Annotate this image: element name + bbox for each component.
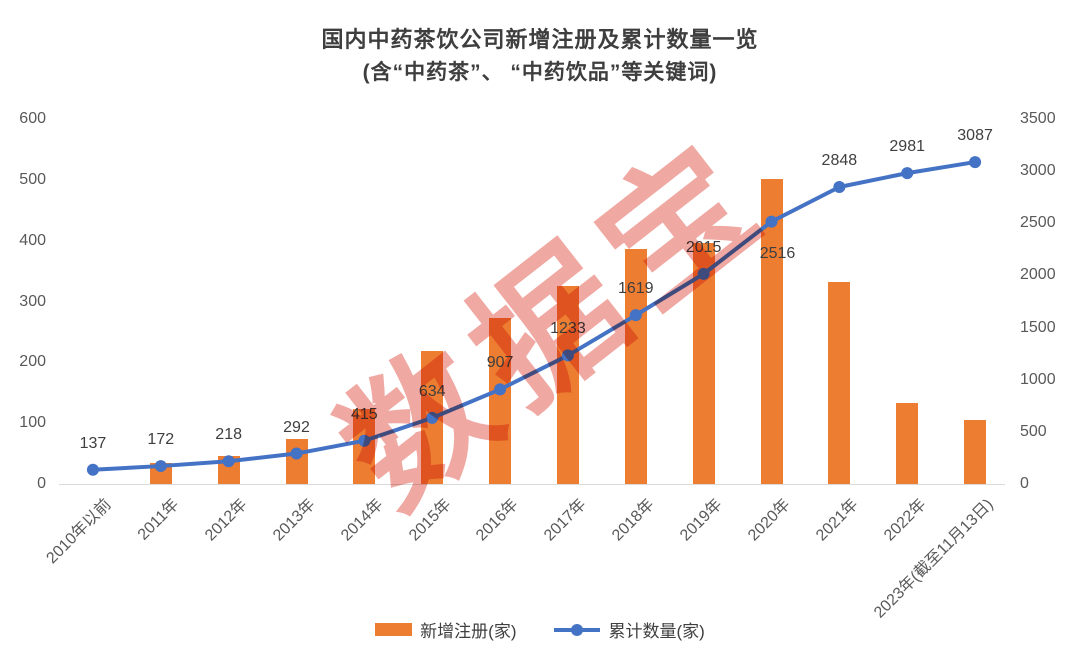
legend-item-new-registrations: 新增注册(家): [375, 617, 517, 642]
x-axis-category-label: 2023年(截至11月13日): [871, 496, 998, 622]
bar-new-registrations: [828, 282, 851, 484]
cumulative-data-label: 415: [350, 405, 378, 423]
x-axis-category-label: 2016年: [473, 496, 523, 545]
left-axis-tick: 200: [19, 353, 46, 371]
right-axis-tick: 1000: [1020, 370, 1056, 388]
bar-new-registrations: [421, 350, 444, 484]
chart-title: 国内中药茶饮公司新增注册及累计数量一览: [321, 27, 759, 52]
data-point-marker: [969, 156, 982, 169]
cumulative-data-label: 907: [486, 354, 514, 372]
bar-new-registrations: [149, 462, 172, 484]
x-axis-category-label: 2018年: [609, 496, 658, 545]
left-axis-tick: 300: [19, 292, 46, 310]
x-axis-line: [59, 484, 1005, 485]
left-axis-tick: 100: [19, 414, 46, 432]
data-point-marker: [833, 180, 846, 193]
x-axis-category-label: 2021年: [812, 496, 862, 545]
bar-new-registrations: [285, 438, 308, 484]
cumulative-data-label: 2015: [685, 238, 722, 256]
legend-label-new-registrations: 新增注册(家): [420, 622, 517, 641]
bar-new-registrations: [896, 403, 919, 484]
bar-new-registrations: [556, 285, 579, 484]
x-axis-category-label: 2015年: [405, 496, 455, 545]
bar-new-registrations: [692, 243, 715, 484]
chart-subtitle: (含“中药茶”、 “中药饮品”等关键词): [362, 61, 718, 84]
cumulative-data-label: 137: [79, 434, 107, 452]
x-axis-category-label: 2014年: [337, 496, 387, 545]
cumulative-data-label: 1233: [550, 320, 586, 338]
bar-new-registrations: [217, 456, 240, 484]
data-point-marker: [86, 463, 99, 476]
bar-new-registrations: [964, 419, 987, 484]
cumulative-data-label: 2981: [889, 138, 925, 156]
left-axis-tick: 500: [19, 170, 46, 188]
x-axis-category-label: 2017年: [541, 496, 590, 545]
cumulative-data-label: 218: [215, 426, 242, 444]
line-swatch-icon: [553, 623, 600, 636]
x-axis-category-label: 2011年: [135, 496, 183, 544]
x-axis-category-label: 2019年: [677, 496, 726, 545]
left-axis-tick: 600: [19, 110, 46, 127]
right-axis-tick: 2000: [1020, 266, 1056, 284]
bar-new-registrations: [489, 317, 512, 484]
right-axis-tick: 1500: [1020, 318, 1056, 336]
legend-label-cumulative: 累计数量(家): [608, 622, 705, 641]
cumulative-data-label: 172: [147, 431, 175, 449]
x-axis-category-label: 2013年: [270, 496, 319, 545]
legend: 新增注册(家) 累计数量(家): [0, 617, 1080, 642]
right-axis-tick: 3000: [1020, 162, 1056, 180]
right-axis-tick: 3500: [1020, 110, 1056, 127]
right-axis-tick: 0: [1020, 475, 1029, 492]
cumulative-data-label: 292: [283, 418, 310, 436]
left-axis-tick: 0: [37, 475, 46, 492]
data-point-marker: [901, 167, 914, 180]
cumulative-data-label: 2516: [759, 244, 796, 262]
right-axis-tick: 500: [1020, 422, 1047, 440]
cumulative-data-label: 2848: [821, 151, 858, 169]
cumulative-data-label: 634: [418, 382, 446, 400]
cumulative-data-label: 3087: [957, 127, 993, 145]
bar-new-registrations: [760, 179, 783, 484]
legend-item-cumulative: 累计数量(家): [553, 617, 705, 642]
bar-swatch-icon: [375, 623, 413, 636]
left-axis-tick: 400: [19, 231, 46, 249]
x-axis-category-label: 2020年: [745, 496, 794, 545]
right-axis-tick: 2500: [1020, 214, 1056, 232]
cumulative-data-label: 1619: [617, 280, 654, 298]
x-axis-category-label: 2012年: [202, 496, 251, 545]
x-axis-category-label: 2010年以前: [43, 496, 115, 568]
x-axis-category-label: 2022年: [880, 496, 930, 545]
